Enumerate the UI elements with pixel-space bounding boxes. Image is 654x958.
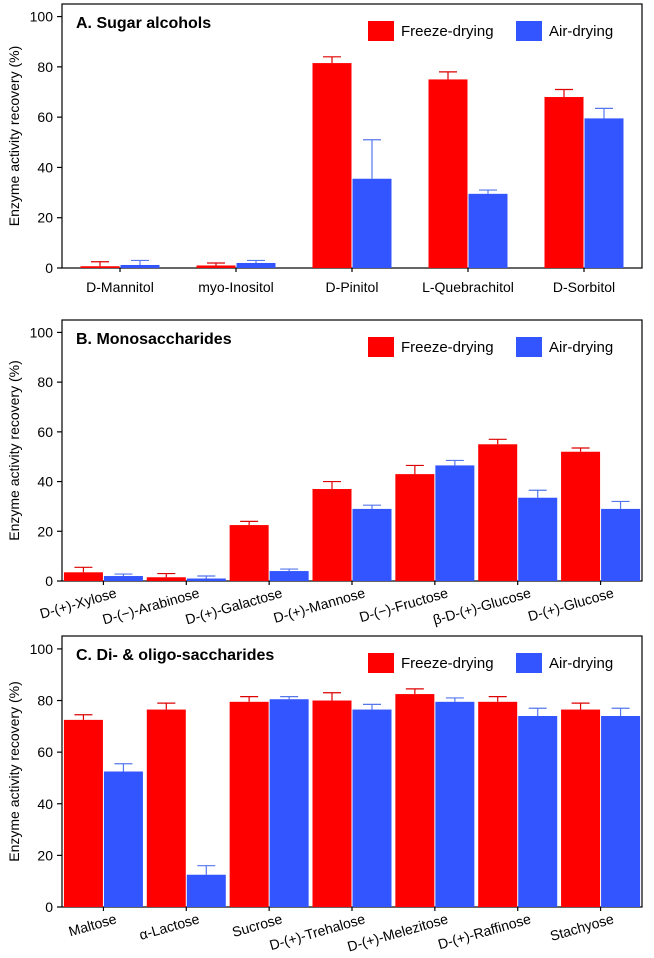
y-tick-label: 0	[45, 260, 53, 276]
legend-swatch-air-drying	[516, 21, 542, 41]
chart-panel-3: 0 20 40 60 80 100 Enzyme activity recovery (%)…	[6, 635, 643, 955]
x-tick-label: Maltose	[67, 910, 119, 939]
bar-air-drying	[120, 264, 160, 268]
x-tick-label: D-(+)-Raffinose	[436, 910, 533, 952]
bar-freeze-drying	[312, 63, 352, 269]
bar-air-drying	[601, 508, 641, 581]
chart-panel-2: 0 20 40 60 80 100 Enzyme activity recovery (%)…	[6, 319, 643, 628]
chart-title: B. Monosaccharides	[76, 331, 232, 348]
bar-freeze-drying	[80, 266, 120, 268]
y-tick-label: 60	[37, 109, 53, 125]
y-axis-label: Enzyme activity recovery (%)	[6, 681, 22, 861]
legend-swatch-air-drying	[516, 653, 542, 673]
y-tick-label: 40	[37, 474, 53, 490]
bar-freeze-drying	[229, 525, 269, 581]
bar-freeze-drying	[63, 719, 103, 907]
legend-label: Air-drying	[549, 23, 613, 40]
legend-label: Freeze-drying	[401, 23, 494, 40]
y-tick-label: 100	[30, 324, 54, 340]
y-tick-label: 40	[37, 159, 53, 175]
x-tick-label: D-(+)-Glucose	[526, 584, 615, 624]
x-tick-label: D-Pinitol	[326, 279, 379, 295]
chart-title: A. Sugar alcohols	[76, 15, 211, 32]
x-tick-label: Stachyose	[548, 910, 615, 943]
x-tick-label: D-(+)-Mannose	[272, 584, 367, 625]
legend-swatch-freeze-drying	[368, 653, 394, 673]
bar-air-drying	[435, 701, 475, 907]
x-tick-label: D-Mannitol	[86, 279, 154, 295]
chart-title: C. Di- & oligo-saccharides	[76, 647, 274, 664]
legend-label: Freeze-drying	[401, 339, 494, 356]
bar-air-drying	[435, 465, 475, 581]
bar-freeze-drying	[146, 577, 186, 581]
x-tick-label: D-Sorbitol	[553, 279, 615, 295]
legend-swatch-freeze-drying	[368, 21, 394, 41]
y-tick-label: 80	[37, 374, 53, 390]
bar-freeze-drying	[478, 444, 518, 581]
bar-air-drying	[269, 571, 309, 581]
legend-swatch-freeze-drying	[368, 337, 394, 357]
y-tick-label: 80	[37, 693, 53, 709]
y-tick-label: 20	[37, 523, 53, 539]
y-tick-label: 20	[37, 210, 53, 226]
bar-freeze-drying	[395, 474, 435, 581]
bar-air-drying	[103, 771, 143, 907]
bar-air-drying	[584, 118, 624, 269]
bar-freeze-drying	[312, 489, 352, 581]
y-tick-label: 100	[30, 641, 54, 657]
bar-freeze-drying	[146, 709, 186, 907]
legend-swatch-air-drying	[516, 337, 542, 357]
legend-label: Freeze-drying	[401, 655, 494, 672]
bar-freeze-drying	[544, 97, 584, 269]
x-tick-label: α-Lactose	[137, 910, 201, 942]
bar-air-drying	[352, 508, 392, 581]
x-tick-label: D-(+)-Galactose	[183, 584, 284, 627]
y-tick-label: 40	[37, 796, 53, 812]
y-tick-label: 60	[37, 744, 53, 760]
bar-freeze-drying	[229, 701, 269, 907]
bar-air-drying	[236, 262, 276, 268]
y-tick-label: 0	[45, 899, 53, 915]
bar-air-drying	[518, 716, 558, 907]
bar-freeze-drying	[312, 700, 352, 907]
bar-air-drying	[601, 716, 641, 907]
bar-air-drying	[103, 576, 143, 581]
bar-freeze-drying	[196, 265, 236, 268]
bar-freeze-drying	[561, 451, 601, 581]
y-axis-label: Enzyme activity recovery (%)	[6, 360, 22, 540]
bar-air-drying	[352, 178, 392, 268]
bar-air-drying	[468, 193, 508, 268]
bar-freeze-drying	[428, 79, 468, 268]
bar-freeze-drying	[478, 701, 518, 907]
bar-air-drying	[518, 497, 558, 581]
bar-freeze-drying	[395, 694, 435, 907]
legend-label: Air-drying	[549, 339, 613, 356]
bar-air-drying	[269, 699, 309, 907]
y-tick-label: 20	[37, 847, 53, 863]
bar-air-drying	[352, 709, 392, 907]
bar-freeze-drying	[63, 572, 103, 581]
y-tick-label: 0	[45, 573, 53, 589]
legend-label: Air-drying	[549, 655, 613, 672]
x-tick-label: myo-Inositol	[198, 279, 273, 295]
chart-panel-1: 0 20 40 60 80 100 Enzyme activity recovery (%)…	[6, 3, 643, 295]
bar-air-drying	[186, 874, 226, 907]
y-tick-label: 80	[37, 59, 53, 75]
y-tick-label: 60	[37, 424, 53, 440]
y-tick-label: 100	[30, 9, 54, 25]
bar-freeze-drying	[561, 709, 601, 907]
y-axis-label: Enzyme activity recovery (%)	[6, 46, 22, 226]
bar-air-drying	[186, 578, 226, 581]
x-tick-label: L-Quebrachitol	[422, 279, 514, 295]
